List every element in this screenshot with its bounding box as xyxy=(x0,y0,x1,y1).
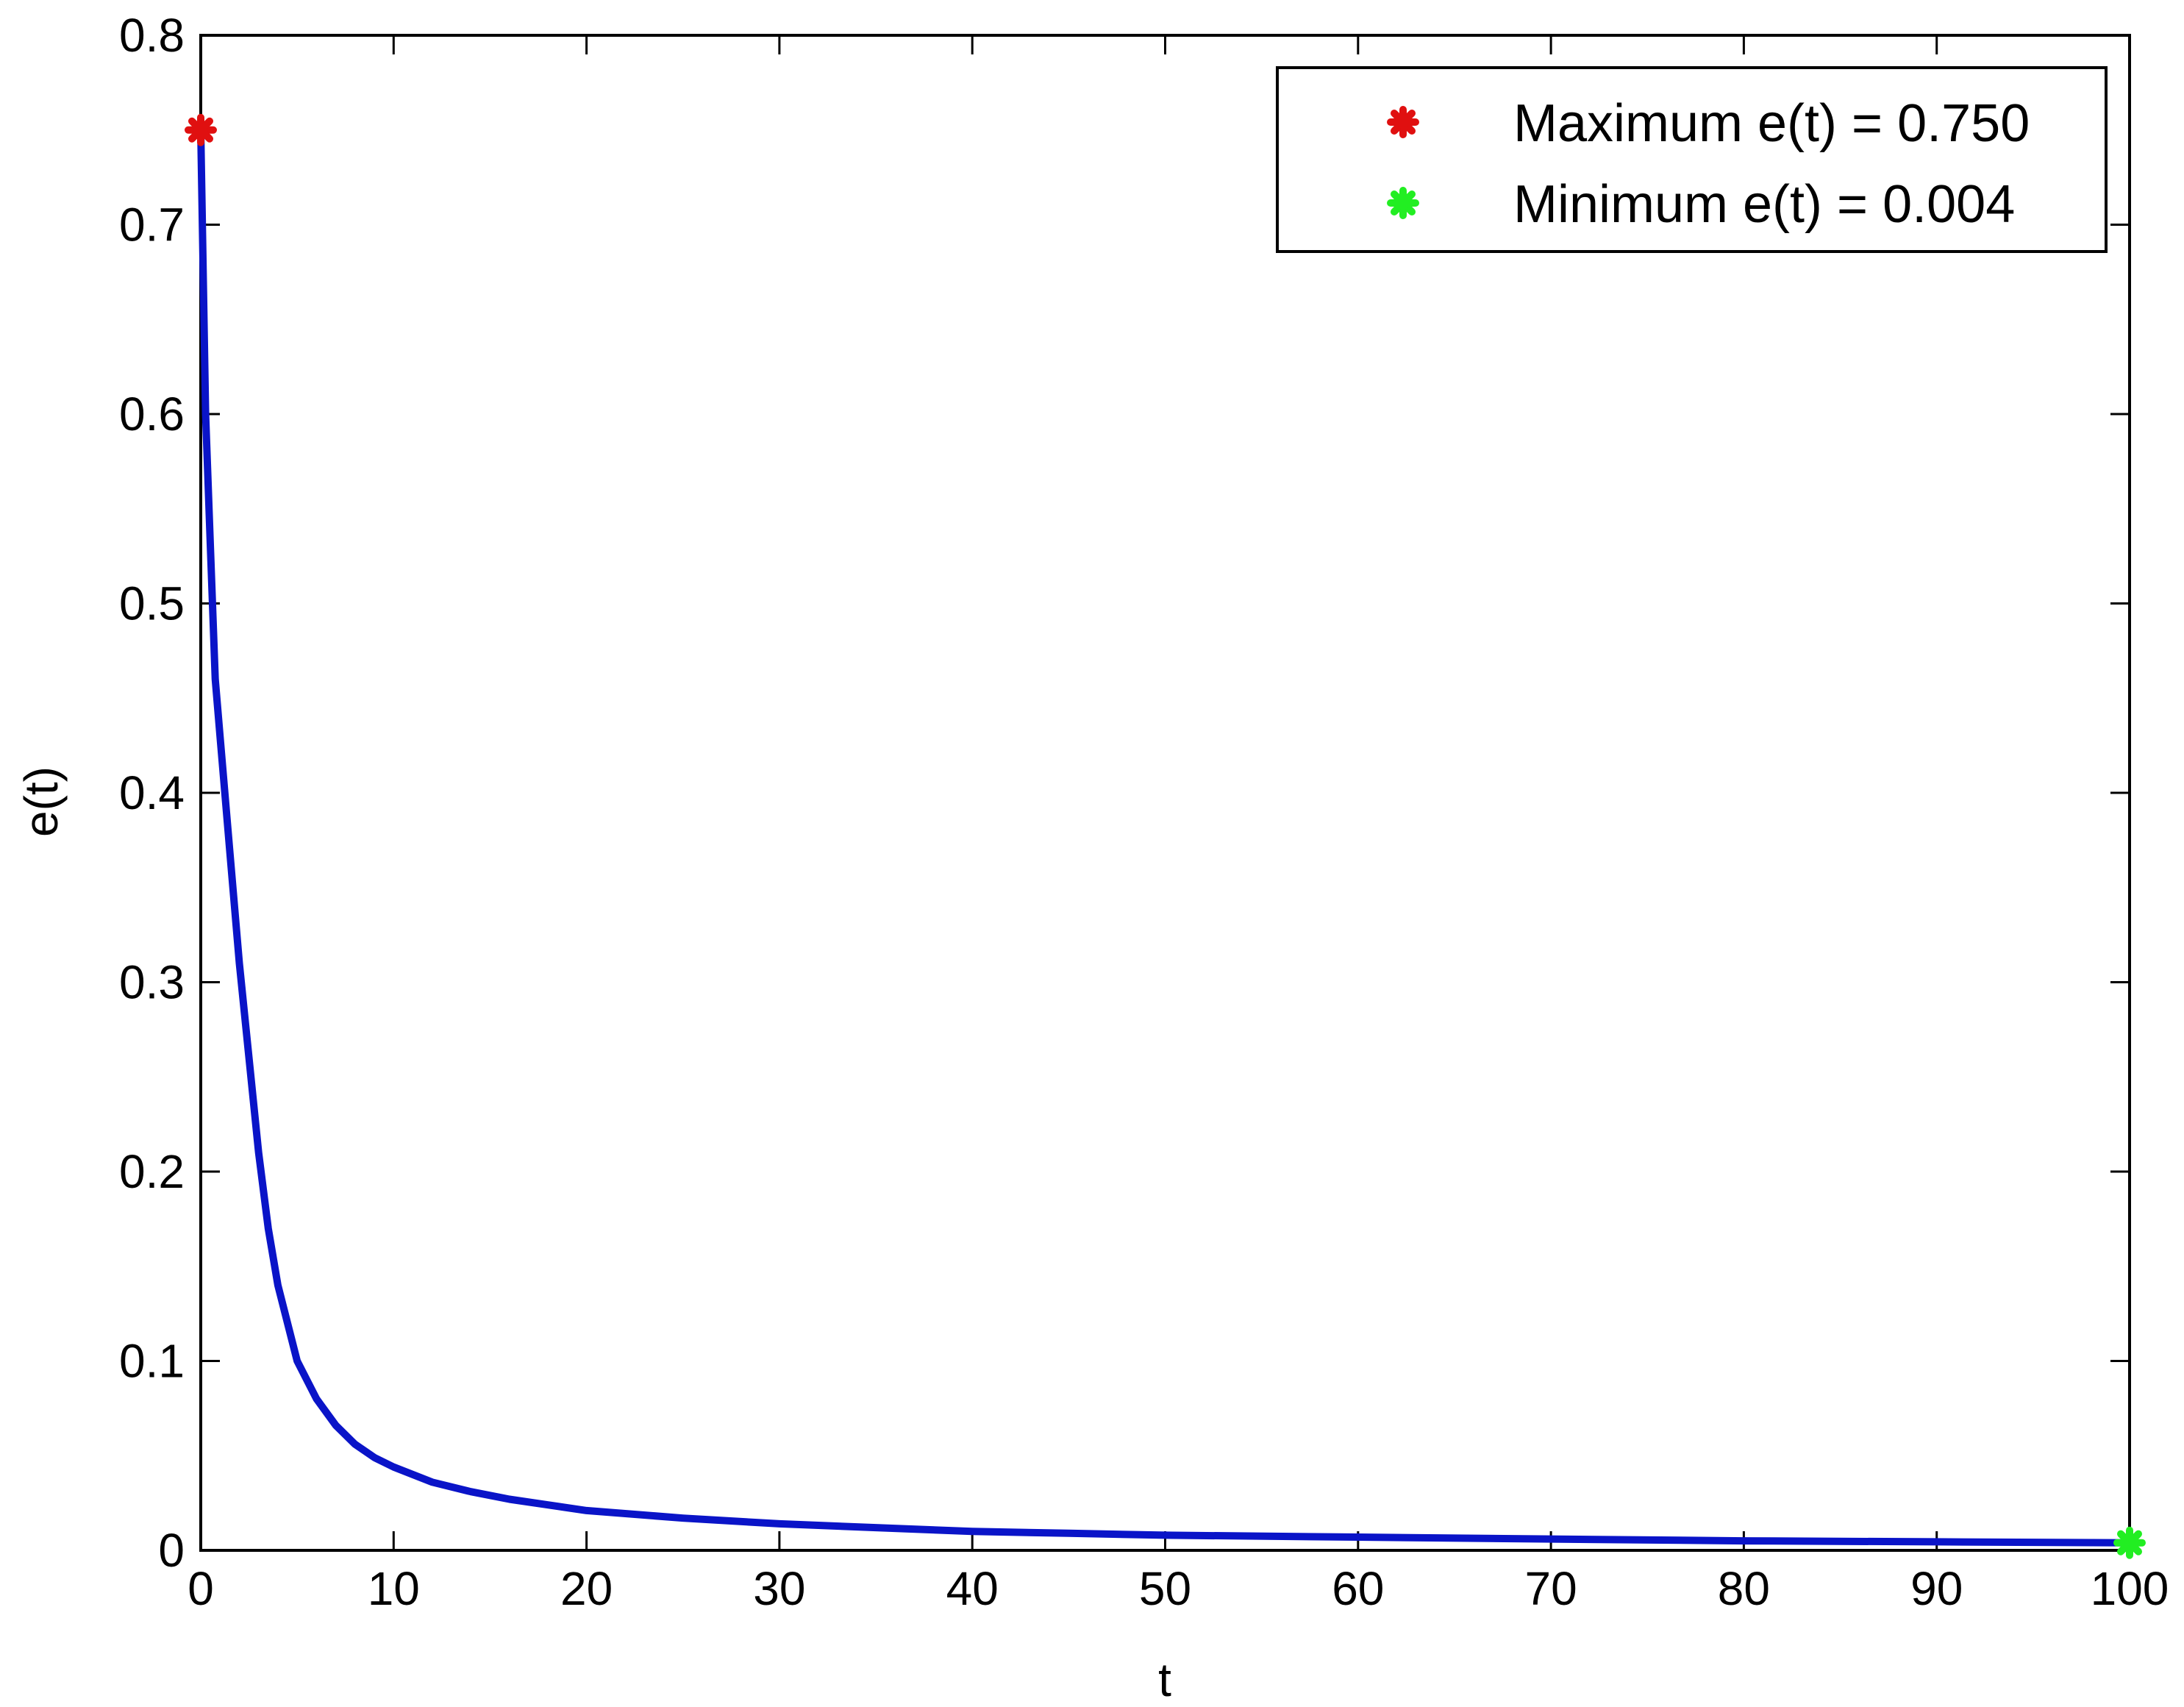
x-tick-label: 30 xyxy=(753,1562,805,1615)
plot-area xyxy=(199,34,2131,1552)
legend-marker-0 xyxy=(1387,106,1419,138)
legend-label-1: Minimum e(t) = 0.004 xyxy=(1513,175,2015,234)
x-tick-label: 60 xyxy=(1332,1562,1384,1615)
y-tick-label: 0.4 xyxy=(119,766,185,819)
legend-box xyxy=(1276,66,2108,253)
x-tick-label: 40 xyxy=(946,1562,999,1615)
x-tick-label: 100 xyxy=(2091,1562,2169,1615)
y-tick-label: 0.8 xyxy=(119,9,185,62)
x-axis-label: t xyxy=(1158,1653,1171,1706)
x-tick-label: 10 xyxy=(368,1562,420,1615)
y-tick-label: 0.1 xyxy=(119,1335,185,1388)
x-tick-label: 70 xyxy=(1525,1562,1577,1615)
legend-marker-1 xyxy=(1387,187,1419,219)
x-tick-label: 80 xyxy=(1718,1562,1770,1615)
y-tick-label: 0.5 xyxy=(119,577,185,630)
y-tick-label: 0.6 xyxy=(119,388,185,441)
series-line-0 xyxy=(197,126,2133,1547)
y-axis-label: e(t) xyxy=(15,766,68,837)
marker-point-0 xyxy=(185,113,217,146)
x-tick-labels: 0 10 20 30 40 50 60 70 80 90 100 xyxy=(188,1562,2169,1615)
y-tick-label: 0.7 xyxy=(119,199,185,252)
legend-label-0: Maximum e(t) = 0.750 xyxy=(1513,94,2030,153)
y-tick-label: 0 xyxy=(158,1524,185,1577)
y-tick-label: 0.2 xyxy=(119,1145,185,1198)
y-tick-label: 0.3 xyxy=(119,956,185,1009)
x-tick-label: 50 xyxy=(1139,1562,1191,1615)
x-tick-label: 0 xyxy=(188,1562,214,1615)
legend: Maximum e(t) = 0.750 Minimum e(t) = 0.004 xyxy=(1276,66,2108,253)
y-tick-labels: 0 0.1 0.2 0.3 0.4 0.5 0.6 0.7 0.8 xyxy=(119,9,185,1577)
x-tick-label: 20 xyxy=(560,1562,613,1615)
series-markers xyxy=(185,113,2146,1559)
x-tick-label: 90 xyxy=(1910,1562,1963,1615)
marker-point-1 xyxy=(2113,1526,2146,1559)
series-lines xyxy=(197,126,2133,1547)
